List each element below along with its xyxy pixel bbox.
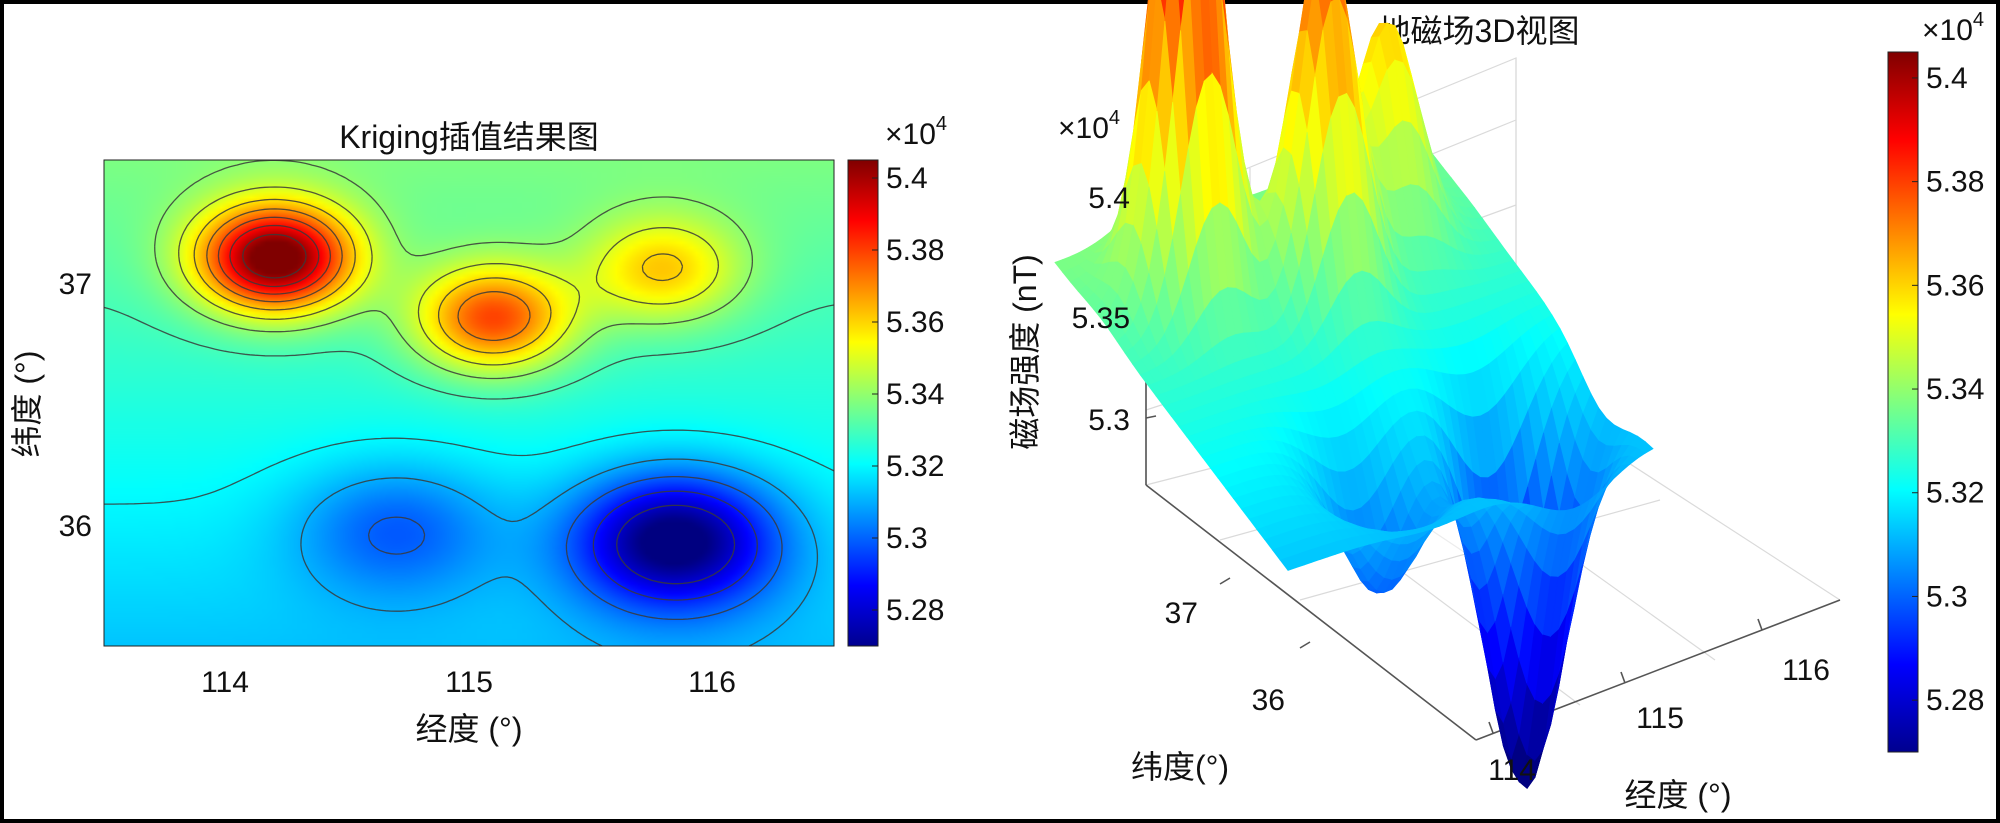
contour-lines [104, 160, 834, 646]
surface-panel: 地磁场3D视图 [1007, 0, 1984, 813]
magnetic-field-surface [1054, 0, 1654, 790]
contour-line [178, 186, 720, 366]
kriging-ytick: 36 [59, 510, 92, 543]
kriging-title: Kriging插值结果图 [339, 119, 599, 155]
colorbar-tick-label: 5.32 [1926, 477, 1984, 510]
surface-xtick: 115 [1636, 702, 1684, 735]
colorbar-tick-label: 5.38 [886, 234, 944, 267]
surface-title: 地磁场3D视图 [1379, 13, 1580, 49]
kriging-plot-frame [103, 159, 835, 647]
kriging-ylabel: 纬度 (°) [9, 350, 45, 457]
kriging-colorbar [847, 159, 879, 647]
contour-line [104, 304, 834, 400]
surface-xtick: 114 [1488, 754, 1536, 787]
contour-line [367, 475, 783, 621]
surface-ztick: 5.3 [1088, 404, 1130, 437]
contour-line [616, 504, 736, 585]
surface-xlabel: 经度 (°) [1624, 777, 1731, 813]
contour-line [229, 224, 320, 288]
surface-ztick: 5.35 [1072, 302, 1130, 335]
contour-line [104, 429, 834, 505]
surface-facet [1177, 0, 1185, 31]
surface-xtick: 116 [1782, 654, 1830, 687]
surface-colorbar-exponent: ×104 [1922, 9, 1984, 47]
colorbar-tick-label: 5.28 [886, 594, 944, 627]
colorbar-tick-label: 5.4 [886, 162, 928, 195]
surface-ytick: 37 [1165, 597, 1198, 630]
surface-ztick: 5.4 [1088, 182, 1130, 215]
colorbar-tick-label: 5.32 [886, 450, 944, 483]
kriging-heatmap-field [104, 160, 834, 646]
kriging-colorbar-exponent: ×104 [885, 113, 947, 151]
kriging-panel: Kriging插值结果图 114 115 116 经度 (°) 37 36 纬度… [9, 113, 947, 747]
surface-colorbar-ticks: 5.4 5.38 5.36 5.34 5.32 5.3 5.28 [1912, 62, 1984, 717]
colorbar-tick-label: 5.34 [1926, 373, 1984, 406]
kriging-xlabel: 经度 (°) [415, 711, 522, 747]
kriging-ytick: 37 [59, 268, 92, 301]
surface-ytick: 36 [1252, 684, 1285, 717]
colorbar-tick-label: 5.3 [1926, 580, 1968, 613]
colorbar-tick-label: 5.34 [886, 378, 944, 411]
colorbar-tick-label: 5.4 [1926, 62, 1968, 95]
contour-line [242, 233, 307, 279]
contour-line [217, 216, 332, 295]
contour-line [193, 198, 684, 354]
kriging-xtick: 116 [688, 666, 736, 699]
contour-line [592, 490, 758, 601]
colorbar-tick-label: 5.3 [886, 522, 928, 555]
colorbar-tick-label: 5.36 [886, 306, 944, 339]
colorbar-tick-label: 5.38 [1926, 166, 1984, 199]
contour-line [154, 160, 754, 380]
colorbar-tick-label: 5.36 [1926, 269, 1984, 302]
kriging-xtick: 114 [201, 666, 249, 699]
kriging-xtick: 115 [445, 666, 493, 699]
surface-ylabel: 纬度(°) [1131, 749, 1229, 785]
surface-facet [1279, 556, 1297, 571]
surface-z-exponent: ×104 [1058, 107, 1120, 145]
contour-line [300, 458, 819, 646]
colorbar-tick-label: 5.28 [1926, 684, 1984, 717]
surface-colorbar [1887, 51, 1919, 753]
kriging-colorbar-ticks: 5.4 5.38 5.36 5.34 5.32 5.3 5.28 [872, 162, 944, 627]
contour-line [206, 208, 531, 342]
surface-zlabel: 磁场强度 (nT) [1007, 254, 1043, 450]
